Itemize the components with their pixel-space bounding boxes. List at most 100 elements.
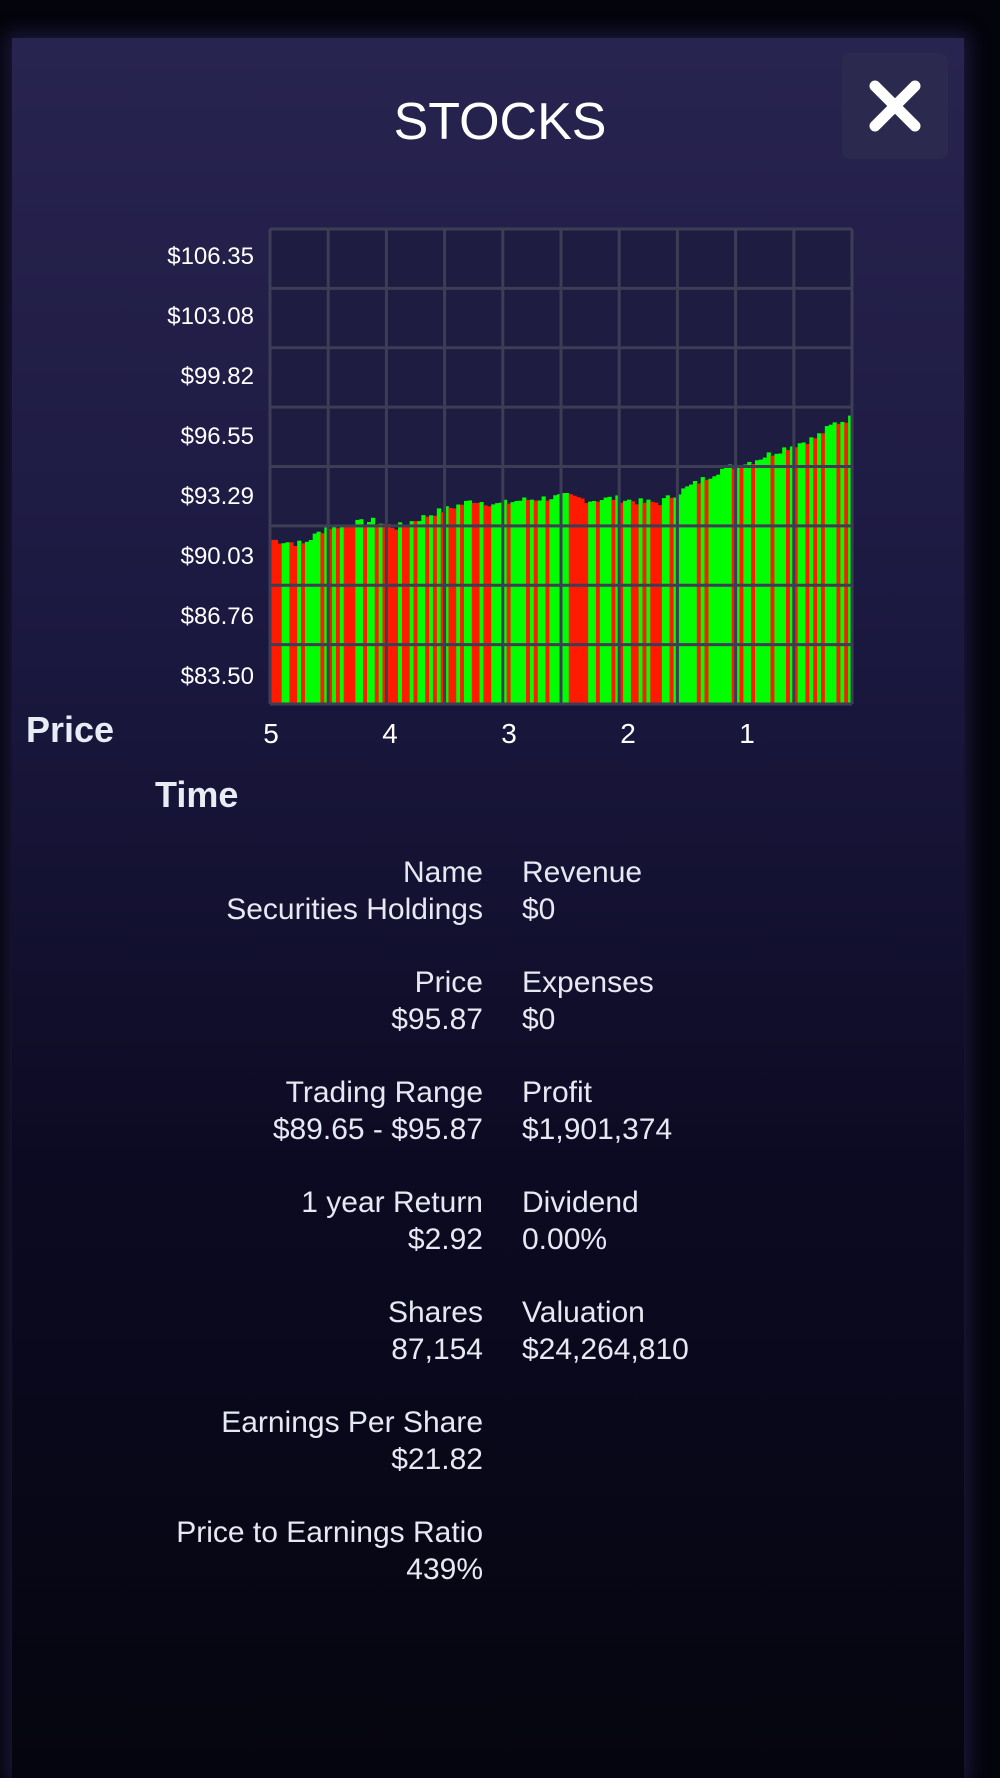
price-bar: [343, 524, 348, 704]
price-bar: [370, 517, 376, 704]
price-bar: [429, 515, 434, 704]
price-bar: [452, 508, 457, 704]
price-bar: [417, 521, 422, 704]
stat-label: Shares: [387, 1296, 483, 1329]
price-bar: [658, 505, 663, 704]
close-button[interactable]: [842, 53, 948, 159]
price-bar: [475, 502, 480, 704]
stat-value: 87,154: [391, 1333, 483, 1366]
price-bar: [770, 455, 775, 704]
price-bar: [820, 433, 826, 704]
price-bar: [712, 476, 717, 704]
price-bar: [762, 457, 767, 704]
time-axis-title: Time: [155, 774, 239, 815]
price-bar: [533, 500, 539, 704]
price-bar: [409, 521, 414, 704]
price-bar: [320, 533, 325, 704]
y-tick-label: $96.55: [180, 423, 254, 450]
stat-label: Price to Earnings Ratio: [176, 1516, 483, 1549]
price-bar: [518, 500, 523, 704]
stat-value: $89.65 - $95.87: [272, 1113, 483, 1146]
price-bar: [681, 488, 686, 704]
price-bar: [363, 524, 368, 704]
stat-label: Valuation: [522, 1296, 645, 1329]
price-bar: [545, 500, 550, 704]
price-bar: [277, 543, 282, 704]
price-bar: [502, 499, 507, 704]
price-bar: [661, 498, 667, 704]
price-bar: [758, 459, 764, 704]
price-bar: [603, 497, 608, 704]
price-bar: [817, 433, 822, 704]
price-bar: [374, 524, 379, 704]
price-bar: [549, 499, 554, 704]
price-bar: [506, 503, 511, 704]
price-bar: [595, 501, 601, 704]
price-bar: [413, 521, 418, 704]
price-bar: [809, 437, 814, 704]
y-tick-label: $103.08: [167, 303, 254, 330]
price-bar: [382, 523, 387, 704]
price-bar: [774, 453, 779, 704]
price-bar: [273, 539, 279, 704]
price-bar: [510, 502, 515, 704]
price-bar: [386, 523, 391, 704]
price-bar: [828, 424, 833, 704]
price-chart: $106.35 $103.08 $99.82 $96.55 $93.29 $90…: [0, 0, 1000, 820]
price-bar: [576, 497, 581, 704]
stat-label: Dividend: [522, 1186, 639, 1219]
price-bar: [464, 500, 469, 704]
price-bar: [677, 494, 682, 704]
price-bar: [564, 493, 570, 704]
close-icon: [869, 80, 921, 132]
price-bar: [832, 422, 837, 704]
price-bar: [270, 539, 275, 704]
stat-label: Earnings Per Share: [221, 1406, 483, 1439]
stat-dividend: Dividend 0.00%: [522, 1184, 639, 1258]
price-bar: [401, 524, 407, 704]
price-bar: [553, 495, 558, 704]
price-bar: [626, 499, 632, 704]
price-bar: [813, 438, 818, 704]
price-bar: [836, 423, 841, 704]
price-bar: [665, 495, 670, 704]
price-bar: [483, 505, 488, 704]
price-bar: [654, 502, 659, 704]
stat-valuation: Valuation $24,264,810: [522, 1294, 689, 1368]
price-bar: [673, 497, 678, 704]
price-bar: [444, 506, 449, 704]
price-bar: [700, 477, 705, 704]
price-bar: [526, 499, 531, 704]
price-bar: [716, 474, 721, 704]
price-bar: [778, 453, 783, 704]
stat-trading-range: Trading Range $89.65 - $95.87: [273, 1074, 483, 1148]
price-bar: [324, 527, 329, 704]
stat-earnings-per-share: Earnings Per Share $21.82: [221, 1404, 483, 1478]
price-bar: [467, 500, 473, 704]
price-bar: [301, 543, 306, 704]
price-bar: [572, 495, 577, 704]
price-bar: [689, 484, 694, 704]
price-bar: [580, 498, 585, 704]
stat-revenue: Revenue $0: [522, 854, 642, 928]
price-bar: [755, 460, 760, 704]
price-bar: [793, 447, 798, 704]
stat-value: $24,264,810: [522, 1333, 689, 1366]
price-bar: [308, 539, 313, 704]
price-bar: [495, 503, 500, 704]
price-bar: [328, 528, 333, 704]
price-chart-plot: [268, 227, 854, 706]
price-bar: [584, 503, 589, 704]
stat-1-year-return: 1 year Return $2.92: [301, 1184, 483, 1258]
price-bar: [766, 452, 771, 704]
stat-value: $21.82: [391, 1443, 483, 1476]
x-tick-label: 3: [501, 718, 517, 749]
y-tick-label: $90.03: [180, 543, 254, 570]
stat-label: Trading Range: [285, 1076, 483, 1109]
price-bar: [848, 415, 853, 704]
price-bar: [390, 527, 395, 704]
price-bar: [335, 528, 341, 704]
price-bar: [394, 529, 399, 704]
price-bar: [367, 521, 372, 704]
stat-label: Profit: [522, 1076, 593, 1109]
